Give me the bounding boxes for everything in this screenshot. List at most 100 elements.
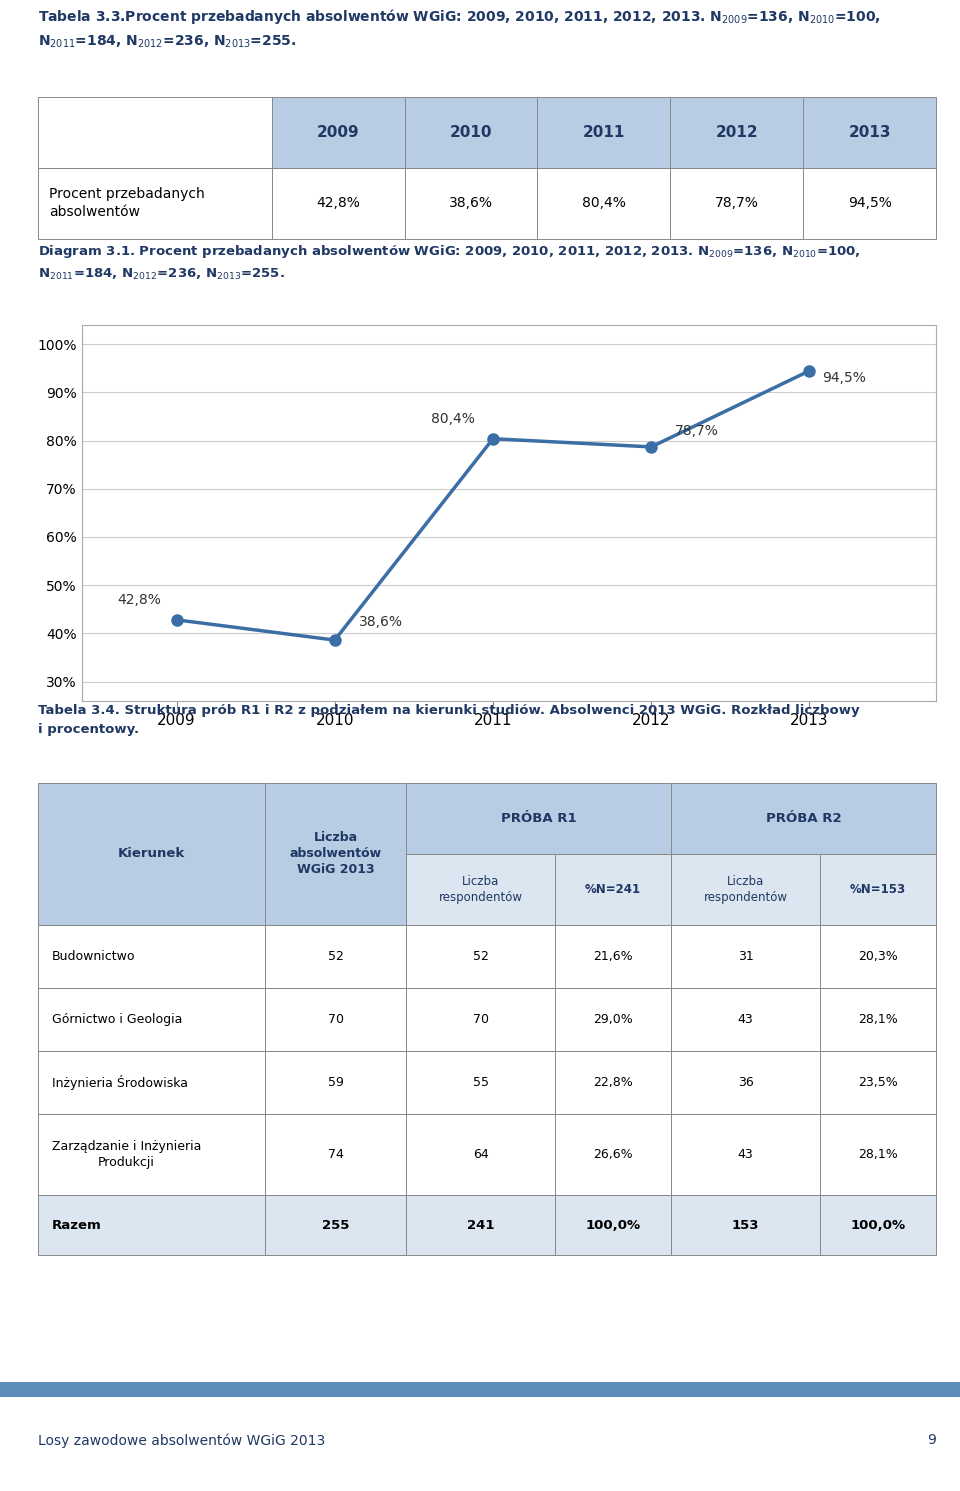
Bar — [265, 924, 406, 987]
Text: 28,1%: 28,1% — [858, 1012, 898, 1026]
Text: 36: 36 — [737, 1075, 754, 1088]
Text: 2012: 2012 — [715, 125, 758, 140]
Bar — [406, 783, 671, 854]
Text: 64: 64 — [472, 1148, 489, 1161]
Text: 2011: 2011 — [583, 125, 625, 140]
Text: 28,1%: 28,1% — [858, 1148, 898, 1161]
Text: %N=153: %N=153 — [850, 883, 906, 896]
Bar — [804, 168, 936, 239]
Bar — [671, 854, 820, 924]
Text: Razem: Razem — [52, 1218, 102, 1232]
Text: 38,6%: 38,6% — [449, 197, 493, 210]
Bar — [38, 1051, 265, 1114]
Bar — [38, 168, 272, 239]
Text: Tabela 3.3.Procent przebadanych absolwentów WGiG: 2009, 2010, 2011, 2012, 2013. : Tabela 3.3.Procent przebadanych absolwen… — [38, 7, 881, 51]
Text: 70: 70 — [327, 1012, 344, 1026]
Text: Liczba
absolwentów
WGiG 2013: Liczba absolwentów WGiG 2013 — [290, 830, 382, 877]
Bar — [671, 783, 936, 854]
Text: 74: 74 — [327, 1148, 344, 1161]
Bar — [265, 987, 406, 1051]
Bar — [671, 924, 820, 987]
Bar — [272, 97, 404, 168]
Text: 29,0%: 29,0% — [593, 1012, 633, 1026]
Text: 2013: 2013 — [849, 125, 891, 140]
Bar — [820, 924, 936, 987]
Text: 94,5%: 94,5% — [848, 197, 892, 210]
Text: Liczba
respondentów: Liczba respondentów — [704, 875, 787, 904]
Bar — [671, 1194, 820, 1255]
Bar — [820, 854, 936, 924]
Text: 9: 9 — [927, 1433, 936, 1448]
Bar — [38, 97, 272, 168]
Bar — [555, 987, 671, 1051]
Text: 241: 241 — [467, 1218, 494, 1232]
Text: Losy zawodowe absolwentów WGiG 2013: Losy zawodowe absolwentów WGiG 2013 — [38, 1433, 325, 1448]
Text: 52: 52 — [327, 950, 344, 963]
Bar — [555, 854, 671, 924]
Bar — [406, 854, 555, 924]
Bar — [406, 987, 555, 1051]
Bar — [406, 1114, 555, 1194]
Text: 26,6%: 26,6% — [593, 1148, 633, 1161]
Text: 22,8%: 22,8% — [593, 1075, 633, 1088]
Text: 100,0%: 100,0% — [586, 1218, 640, 1232]
Text: 94,5%: 94,5% — [822, 371, 866, 385]
Bar — [265, 1114, 406, 1194]
Text: Tabela 3.4. Struktura prób R1 i R2 z podziałem na kierunki studiów. Absolwenci 2: Tabela 3.4. Struktura prób R1 i R2 z pod… — [38, 704, 860, 735]
Bar — [38, 987, 265, 1051]
Bar — [671, 1051, 820, 1114]
Bar — [555, 1051, 671, 1114]
Bar — [406, 1051, 555, 1114]
Text: 55: 55 — [472, 1075, 489, 1088]
Text: Inżynieria Środowiska: Inżynieria Środowiska — [52, 1075, 188, 1090]
Bar — [38, 1194, 265, 1255]
Text: 78,7%: 78,7% — [715, 197, 758, 210]
Text: Zarządzanie i Inżynieria
Produkcji: Zarządzanie i Inżynieria Produkcji — [52, 1139, 202, 1169]
Text: 43: 43 — [737, 1012, 754, 1026]
Text: 100,0%: 100,0% — [851, 1218, 905, 1232]
Text: Górnictwo i Geologia: Górnictwo i Geologia — [52, 1012, 182, 1026]
Text: 2010: 2010 — [450, 125, 492, 140]
Bar — [404, 168, 538, 239]
Bar — [265, 1194, 406, 1255]
Text: 78,7%: 78,7% — [675, 425, 719, 438]
Text: 21,6%: 21,6% — [593, 950, 633, 963]
Text: 42,8%: 42,8% — [117, 593, 160, 607]
Bar — [272, 168, 404, 239]
Text: 31: 31 — [737, 950, 754, 963]
Bar — [555, 1114, 671, 1194]
Bar — [670, 97, 804, 168]
Bar — [265, 783, 406, 924]
Text: PRÓBA R1: PRÓBA R1 — [501, 811, 576, 825]
Text: 23,5%: 23,5% — [858, 1075, 898, 1088]
Bar — [671, 987, 820, 1051]
Bar — [670, 168, 804, 239]
Bar — [406, 1194, 555, 1255]
Text: PRÓBA R2: PRÓBA R2 — [766, 811, 841, 825]
Text: %N=241: %N=241 — [585, 883, 641, 896]
Bar — [820, 987, 936, 1051]
Text: Liczba
respondentów: Liczba respondentów — [439, 875, 522, 904]
Text: 59: 59 — [327, 1075, 344, 1088]
Bar — [555, 1194, 671, 1255]
Bar — [406, 924, 555, 987]
Bar — [38, 1114, 265, 1194]
Bar — [404, 97, 538, 168]
Bar — [265, 1051, 406, 1114]
Text: 70: 70 — [472, 1012, 489, 1026]
Bar — [555, 924, 671, 987]
Text: 38,6%: 38,6% — [358, 614, 402, 629]
Bar — [820, 1114, 936, 1194]
Bar — [671, 1114, 820, 1194]
Bar — [38, 924, 265, 987]
Text: Budownictwo: Budownictwo — [52, 950, 135, 963]
Bar — [804, 97, 936, 168]
Bar — [820, 1194, 936, 1255]
Text: 153: 153 — [732, 1218, 759, 1232]
Bar — [820, 1051, 936, 1114]
Text: Procent przebadanych
absolwentów: Procent przebadanych absolwentów — [49, 186, 204, 219]
Text: Diagram 3.1. Procent przebadanych absolwentów WGiG: 2009, 2010, 2011, 2012, 2013: Diagram 3.1. Procent przebadanych absolw… — [38, 243, 861, 282]
Bar — [38, 783, 265, 924]
Text: 43: 43 — [737, 1148, 754, 1161]
Text: 80,4%: 80,4% — [582, 197, 626, 210]
